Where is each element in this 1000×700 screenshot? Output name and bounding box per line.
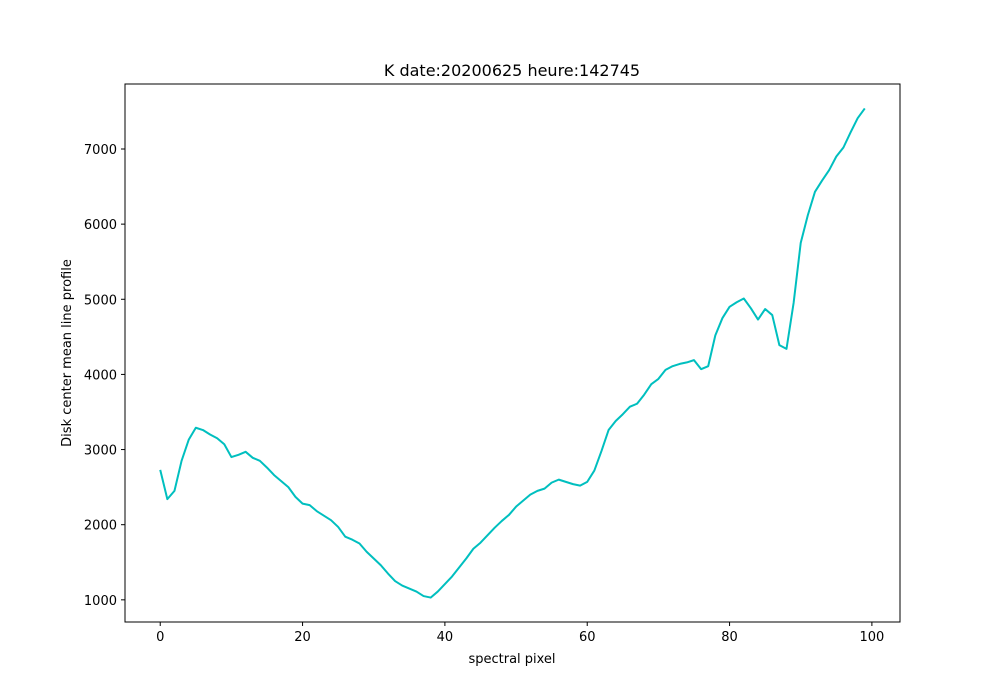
plot-frame <box>124 83 901 623</box>
y-tick-label: 7000 <box>84 143 117 158</box>
y-tick-label: 4000 <box>84 368 117 383</box>
y-tick-label: 3000 <box>84 444 117 459</box>
x-tick-label: 60 <box>579 630 596 645</box>
x-axis-label: spectral pixel <box>468 652 555 667</box>
y-tick-label: 6000 <box>84 218 117 233</box>
x-tick-label: 0 <box>156 630 164 645</box>
y-axis-label: Disk center mean line profile <box>60 259 75 447</box>
x-tick-label: 20 <box>294 630 311 645</box>
y-tick-label: 5000 <box>84 293 117 308</box>
x-tick-label: 80 <box>721 630 738 645</box>
chart-title: K date:20200625 heure:142745 <box>384 61 640 80</box>
x-tick-label: 100 <box>859 630 884 645</box>
y-tick-label: 1000 <box>84 594 117 609</box>
x-tick-label: 40 <box>437 630 454 645</box>
data-line <box>159 107 866 599</box>
y-tick-label: 2000 <box>84 519 117 534</box>
